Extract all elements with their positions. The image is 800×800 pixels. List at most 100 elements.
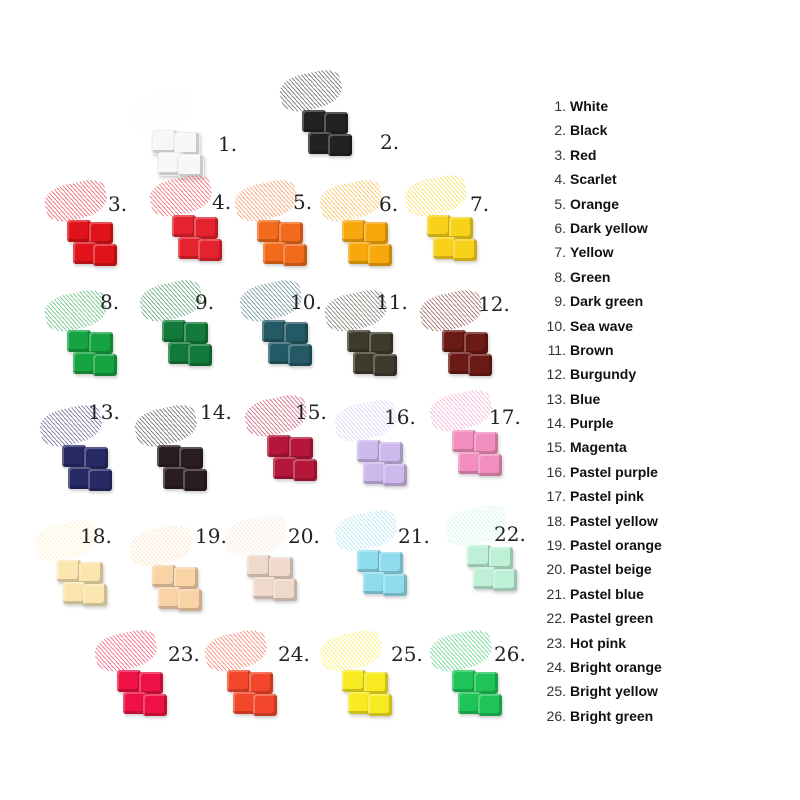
legend-number: 18. [546,512,566,529]
swatch-number: 7. [470,192,490,216]
color-cube [188,344,212,366]
color-cube [198,239,222,261]
legend-color-name: Burgundy [570,366,637,383]
color-cube [139,672,163,694]
pencil-scribble [146,171,216,221]
pencil-scribble [276,66,346,116]
legend-item: 18. Pastel yellow [538,511,662,535]
pencil-scribble [221,511,291,561]
legend-item: 22. Pastel green [538,608,662,632]
color-cube [289,437,313,459]
color-cube [347,330,371,352]
legend-number: 24. [546,658,566,675]
pencil-scribble [41,176,111,226]
legend-number: 9. [554,293,566,310]
legend-item: 11. Brown [538,340,662,364]
color-cube [293,459,317,481]
legend-number: 2. [554,122,566,139]
legend-number: 4. [554,171,566,188]
color-cube [174,567,198,589]
color-cube [93,354,117,376]
color-legend: 1. White 2. Black 3. Red 4. Scarlet 5. Orange 6. Da… [538,96,662,730]
swatch-number: 13. [88,400,120,424]
legend-number: 6. [554,219,566,236]
color-cube [267,435,291,457]
color-cube [383,464,407,486]
legend-number: 19. [546,537,566,554]
legend-item: 21. Pastel blue [538,584,662,608]
legend-number: 5. [554,195,566,212]
pencil-scribble [331,506,401,556]
color-cube [143,694,167,716]
legend-color-name: Pastel blue [570,585,644,602]
color-cube [62,445,86,467]
swatch-number: 23. [168,642,200,666]
legend-item: 16. Pastel purple [538,462,662,486]
legend-item: 10. Sea wave [538,316,662,340]
legend-number: 16. [546,463,566,480]
color-cube [379,442,403,464]
legend-item: 2. Black [538,120,662,144]
legend-color-name: Bright yellow [570,683,658,700]
legend-item: 9. Dark green [538,291,662,315]
legend-number: 1. [554,98,566,114]
color-cube [353,352,377,374]
color-cube [427,215,451,237]
legend-item: 14. Purple [538,413,662,437]
legend-number: 10. [546,317,566,334]
legend-item: 20. Pastel beige [538,559,662,583]
color-cube [449,217,473,239]
color-cube [183,469,207,491]
color-cube [368,244,392,266]
color-cube [364,222,388,244]
legend-item: 25. Bright yellow [538,681,662,705]
color-cube [79,562,103,584]
legend-item: 1. White [538,96,662,120]
legend-color-name: Brown [570,341,614,358]
color-cube [383,574,407,596]
legend-color-name: Purple [570,415,614,432]
swatch-number: 2. [380,130,400,154]
color-cube [348,242,372,264]
color-cube [168,342,192,364]
swatch-number: 16. [384,405,416,429]
pencil-scribble [316,626,386,676]
color-cube [67,220,91,242]
swatch-number: 6. [379,192,399,216]
legend-color-name: Red [570,146,597,163]
legend-color-name: Orange [570,195,620,212]
legend-number: 15. [546,439,566,456]
color-cube [68,467,92,489]
color-cube [57,560,81,582]
color-cube [357,440,381,462]
pencil-scribble [426,626,496,676]
color-cube [63,582,87,604]
color-cube [279,222,303,244]
color-cube [93,244,117,266]
color-cube [364,672,388,694]
swatch-number: 17. [489,405,521,429]
swatch-number: 22. [494,522,526,546]
legend-number: 23. [546,634,566,651]
color-cube [172,215,196,237]
legend-item: 3. Red [538,145,662,169]
color-cube [89,332,113,354]
legend-item: 13. Blue [538,389,662,413]
legend-number: 14. [546,415,566,432]
color-cube [348,692,372,714]
pencil-scribble [231,176,301,226]
swatch-number: 26. [494,642,526,666]
color-cube [458,692,482,714]
legend-item: 19. Pastel orange [538,535,662,559]
swatch-number: 21. [398,524,430,548]
legend-item: 8. Green [538,267,662,291]
pencil-scribble [401,171,471,221]
color-cube [284,322,308,344]
color-cube [262,320,286,342]
color-cube [468,354,492,376]
color-cube [474,432,498,454]
legend-item: 15. Magenta [538,437,662,461]
color-cube [152,565,176,587]
legend-color-name: Sea wave [570,317,634,334]
color-cube [452,430,476,452]
